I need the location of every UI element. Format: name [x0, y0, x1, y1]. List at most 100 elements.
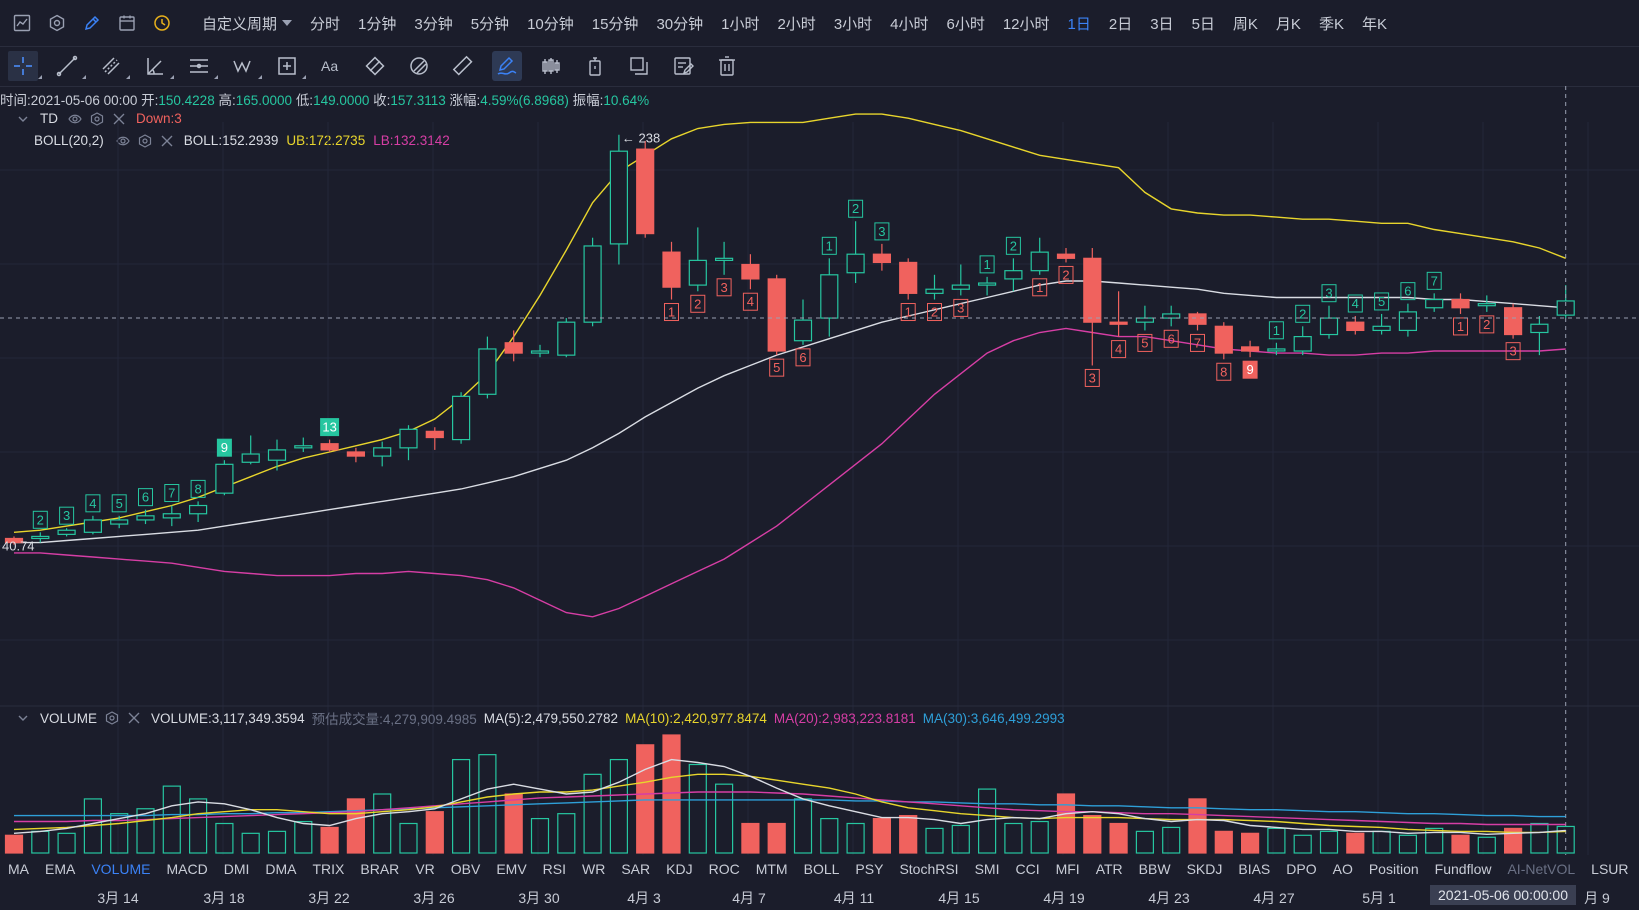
- close-icon[interactable]: [127, 711, 141, 725]
- indicator-tab[interactable]: BBW: [1138, 861, 1171, 877]
- indicator-tab[interactable]: RSI: [542, 861, 567, 877]
- indicator-tab[interactable]: MACD: [166, 861, 208, 877]
- close-icon[interactable]: [160, 134, 174, 148]
- indicator-tab[interactable]: WR: [582, 861, 606, 877]
- period-option[interactable]: 1日: [1067, 15, 1091, 33]
- period-option[interactable]: 4小时: [890, 15, 929, 33]
- wave-pattern-icon[interactable]: [228, 51, 262, 81]
- indicator-tab[interactable]: BIAS: [1238, 861, 1271, 877]
- eye-icon[interactable]: [116, 134, 130, 148]
- period-option[interactable]: 3分钟: [414, 15, 453, 33]
- collapse-icon[interactable]: [16, 112, 30, 126]
- td-count-box: [821, 236, 837, 255]
- draw-mode-icon[interactable]: [492, 51, 522, 81]
- calendar-icon[interactable]: [114, 10, 140, 36]
- period-option[interactable]: 5分钟: [470, 15, 510, 33]
- candle-style-icon[interactable]: [536, 51, 566, 81]
- close-icon[interactable]: [112, 112, 126, 126]
- period-option[interactable]: 2小时: [777, 15, 816, 33]
- settings-icon[interactable]: [90, 111, 104, 126]
- settings-icon[interactable]: [105, 711, 119, 725]
- indicator-tab[interactable]: AI-NetVOL: [1507, 861, 1576, 877]
- indicator-tab[interactable]: EMV: [496, 861, 527, 877]
- period-option[interactable]: 周K: [1232, 15, 1258, 33]
- pen-icon[interactable]: [79, 10, 105, 36]
- volume-bar: [1398, 834, 1418, 854]
- indicator-tab[interactable]: SAR: [621, 861, 651, 877]
- period-option[interactable]: 分时: [310, 15, 341, 33]
- period-option[interactable]: 月K: [1275, 15, 1301, 33]
- angle-tool-icon[interactable]: [140, 51, 174, 81]
- indicator-tab[interactable]: VR: [415, 861, 435, 877]
- measure-box-icon[interactable]: [272, 51, 306, 81]
- settings-icon[interactable]: [44, 10, 70, 36]
- brush-tool-icon[interactable]: [404, 51, 434, 81]
- crosshair-date: 2021-05-06 00:00:00: [1430, 885, 1576, 905]
- indicator-tab[interactable]: DMA: [265, 861, 297, 877]
- td-count-label: 3: [957, 300, 964, 315]
- candle-body: [583, 245, 602, 323]
- period-option[interactable]: 15分钟: [591, 15, 639, 33]
- indicator-tab[interactable]: PSY: [855, 861, 884, 877]
- chart-line-icon[interactable]: [9, 10, 35, 36]
- indicator-tab[interactable]: SMI: [974, 861, 1000, 877]
- ruler-tool-icon[interactable]: [448, 51, 478, 81]
- lock-tool-icon[interactable]: [580, 51, 610, 81]
- indicator-tab[interactable]: LSUR: [1591, 861, 1629, 877]
- candle-body: [1503, 307, 1523, 336]
- period-option[interactable]: 30分钟: [656, 15, 704, 33]
- indicator-tab[interactable]: MA: [8, 861, 29, 877]
- period-option[interactable]: 年K: [1361, 15, 1387, 33]
- text-tool-icon[interactable]: Aa: [316, 51, 346, 81]
- period-option[interactable]: 3小时: [833, 15, 873, 33]
- indicator-tab[interactable]: DPO: [1286, 861, 1317, 877]
- trash-icon[interactable]: [712, 51, 742, 81]
- change-label: 涨幅:: [449, 93, 481, 108]
- candle-body: [1477, 303, 1496, 307]
- edit-note-icon[interactable]: [668, 51, 698, 81]
- period-option[interactable]: 1小时: [721, 15, 760, 33]
- indicator-tab[interactable]: Position: [1368, 861, 1419, 877]
- period-option[interactable]: 3日: [1150, 15, 1174, 33]
- period-option[interactable]: 10分钟: [527, 15, 574, 33]
- period-option[interactable]: 1分钟: [358, 15, 397, 33]
- period-option[interactable]: 2日: [1108, 15, 1133, 33]
- indicator-tab[interactable]: BOLL: [803, 861, 840, 877]
- indicator-tab[interactable]: DMI: [223, 861, 250, 877]
- indicator-tab[interactable]: BRAR: [360, 861, 400, 877]
- candle-body: [1530, 323, 1549, 334]
- indicator-tab[interactable]: CCI: [1015, 861, 1040, 877]
- volume-bar: [1083, 815, 1102, 854]
- indicator-tab[interactable]: KDJ: [666, 861, 693, 877]
- clock-icon[interactable]: [149, 10, 175, 36]
- settings-icon[interactable]: [138, 133, 152, 148]
- period-option[interactable]: 6小时: [946, 15, 985, 33]
- parallel-channel-icon[interactable]: [96, 51, 130, 81]
- indicator-tab[interactable]: ROC: [708, 861, 740, 877]
- indicator-tab[interactable]: VOLUME: [91, 861, 151, 877]
- period-option[interactable]: 12小时: [1002, 15, 1050, 33]
- candle-body: [1451, 298, 1470, 309]
- trend-line-icon[interactable]: [52, 51, 86, 81]
- period-option[interactable]: 季K: [1318, 15, 1344, 33]
- period-option[interactable]: 5日: [1191, 15, 1215, 33]
- collapse-icon[interactable]: [16, 711, 30, 725]
- layer-tool-icon[interactable]: [624, 51, 654, 81]
- indicator-tab[interactable]: EMA: [45, 861, 76, 877]
- crosshair-tool-icon[interactable]: [8, 51, 42, 81]
- indicator-tab[interactable]: StochRSI: [899, 861, 959, 877]
- indicator-tab[interactable]: Fundflow: [1434, 861, 1492, 877]
- date-label: 4月 23: [1148, 890, 1190, 906]
- indicator-tab[interactable]: MTM: [755, 861, 788, 877]
- indicator-tab[interactable]: MFI: [1055, 861, 1080, 877]
- indicator-tab[interactable]: TRIX: [312, 861, 345, 877]
- custom-period-dropdown[interactable]: 自定义周期: [193, 13, 301, 34]
- indicator-tab[interactable]: SKDJ: [1186, 861, 1223, 877]
- indicator-tab[interactable]: ATR: [1095, 861, 1123, 877]
- eraser-tool-icon[interactable]: [360, 51, 390, 81]
- indicator-tab[interactable]: OBV: [450, 861, 481, 877]
- horizontal-lines-icon[interactable]: [184, 51, 218, 81]
- indicator-tab[interactable]: AO: [1332, 861, 1353, 877]
- eye-icon[interactable]: [68, 112, 82, 126]
